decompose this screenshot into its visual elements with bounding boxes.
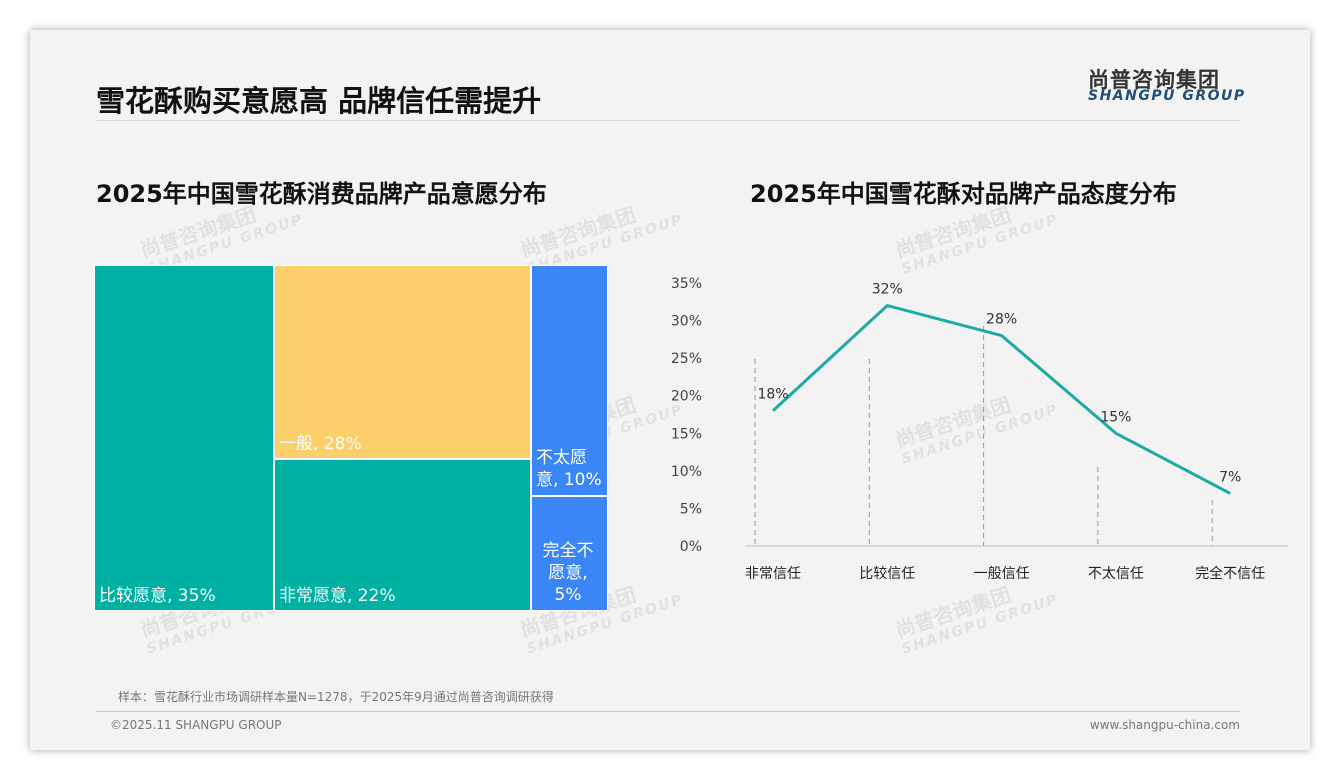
treemap-cell: 一般, 28% xyxy=(274,265,531,459)
divider xyxy=(96,120,1240,121)
treemap-cell: 比较愿意, 35% xyxy=(94,265,274,611)
data-label: 18% xyxy=(757,387,788,403)
line-chart: 0% 5% 10% 15% 20% 25% 30% 35% 非常信任 比较信任 一般信任 不太信任 完全… xyxy=(671,276,1288,582)
data-label: 32% xyxy=(872,282,903,298)
y-tick-label: 5% xyxy=(680,501,702,517)
y-tick-label: 10% xyxy=(671,464,702,480)
x-tick-label: 完全不信任 xyxy=(1195,565,1265,582)
treemap-cell: 不太愿意, 10% xyxy=(531,265,608,496)
cell-label: 一般, 28% xyxy=(279,434,362,454)
copyright: ©2025.11 SHANGPU GROUP xyxy=(110,718,282,732)
treemap-title: 2025年中国雪花酥消费品牌产品意愿分布 xyxy=(96,180,547,208)
cell-label: 非常愿意, 22% xyxy=(279,586,396,606)
cell-label: 完全不愿意, 5% xyxy=(542,541,594,605)
slide: 雪花酥购买意愿高 品牌信任需提升 尚普咨询集团 SHANGPU GROUP 20… xyxy=(30,30,1310,750)
x-tick-label: 比较信任 xyxy=(859,566,915,582)
y-tick-label: 35% xyxy=(671,276,702,292)
logo-en: SHANGPU GROUP xyxy=(1088,88,1246,104)
y-tick-label: 15% xyxy=(671,426,702,442)
data-label: 7% xyxy=(1219,469,1241,485)
treemap-cell: 非常愿意, 22% xyxy=(274,459,531,611)
footer-divider xyxy=(96,711,1240,712)
treemap-cell: 完全不愿意, 5% xyxy=(531,496,608,611)
cell-label: 比较愿意, 35% xyxy=(99,586,216,606)
x-tick-label: 一般信任 xyxy=(974,566,1030,582)
x-tick-label: 不太信任 xyxy=(1088,566,1144,582)
data-label: 28% xyxy=(986,312,1017,328)
data-label: 15% xyxy=(1100,409,1131,425)
y-tick-label: 25% xyxy=(671,351,702,367)
y-tick-label: 20% xyxy=(671,389,702,405)
page-title: 雪花酥购买意愿高 品牌信任需提升 xyxy=(96,84,542,118)
logo-cn: 尚普咨询集团 xyxy=(1088,68,1220,92)
x-tick-label: 非常信任 xyxy=(745,566,801,582)
series-line xyxy=(771,303,1231,495)
sample-note: 样本：雪花酥行业市场调研样本量N=1278，于2025年9月通过尚普咨询调研获得 xyxy=(118,690,554,704)
line-chart-title: 2025年中国雪花酥对品牌产品态度分布 xyxy=(750,180,1177,208)
cell-label: 不太愿意, 10% xyxy=(536,448,602,490)
website: www.shangpu-china.com xyxy=(1089,718,1240,732)
y-tick-label: 30% xyxy=(671,314,702,330)
y-tick-label: 0% xyxy=(680,539,702,555)
